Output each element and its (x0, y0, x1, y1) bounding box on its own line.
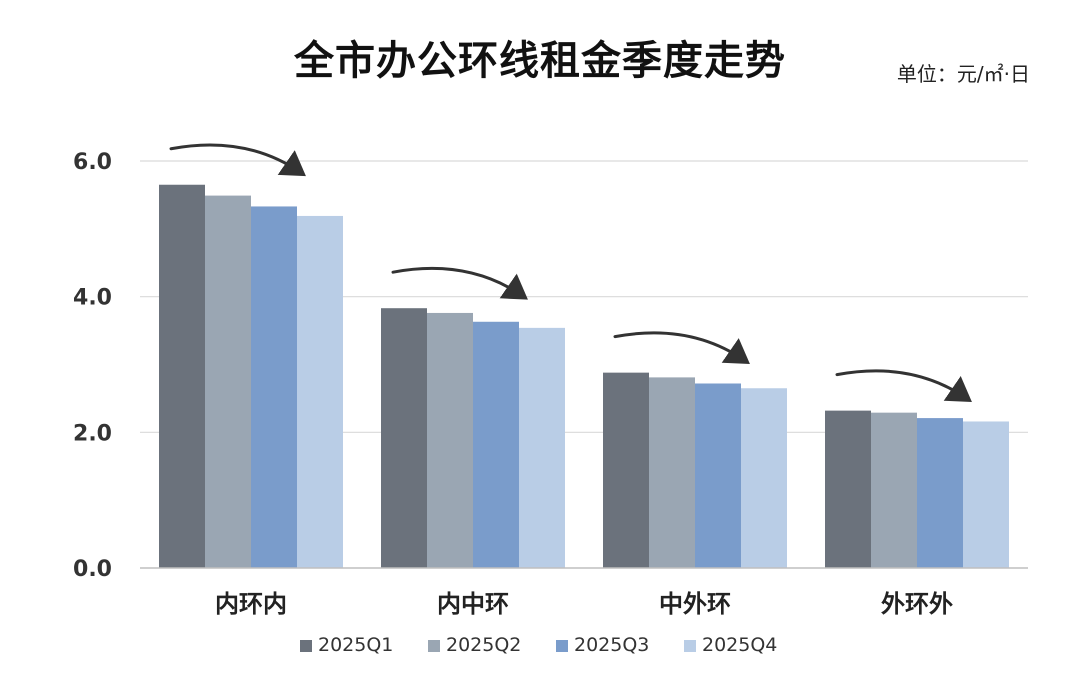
bar-2025Q3-中外环 (695, 383, 741, 568)
bar-2025Q3-外环外 (917, 418, 963, 568)
unit-label: 单位：元/㎡·日 (896, 62, 1030, 86)
bar-2025Q4-内中环 (519, 327, 565, 568)
y-tick-label: 0.0 (73, 557, 112, 582)
legend-label: 2025Q4 (702, 634, 777, 656)
trend-arrow (835, 369, 972, 403)
bar-2025Q4-外环外 (963, 421, 1009, 568)
bar-2025Q3-内环内 (251, 206, 297, 568)
legend-swatch (300, 640, 312, 652)
bar-2025Q2-内中环 (427, 312, 473, 568)
bar-2025Q1-外环外 (825, 410, 871, 568)
bar-2025Q1-内中环 (381, 308, 427, 568)
annotation-layer (169, 143, 972, 403)
bar-2025Q1-内环内 (159, 184, 205, 568)
x-tick-label: 中外环 (659, 590, 731, 618)
bar-2025Q1-中外环 (603, 372, 649, 568)
trend-arrow (391, 266, 528, 300)
trend-arrow (613, 331, 750, 365)
legend-label: 2025Q3 (574, 634, 649, 656)
legend: 2025Q1 2025Q2 2025Q3 2025Q4 (300, 634, 777, 656)
y-tick-label: 6.0 (73, 150, 112, 175)
x-tick-label: 内中环 (437, 590, 509, 618)
bar-2025Q2-外环外 (871, 412, 917, 568)
x-tick-label: 外环外 (881, 590, 953, 618)
bar-2025Q2-中外环 (649, 377, 695, 568)
bar-2025Q4-内环内 (297, 215, 343, 568)
y-tick-label: 2.0 (73, 421, 112, 446)
bar-2025Q3-内中环 (473, 321, 519, 568)
bar-2025Q4-中外环 (741, 388, 787, 568)
legend-swatch (556, 640, 568, 652)
bar-2025Q2-内环内 (205, 195, 251, 568)
legend-swatch (428, 640, 440, 652)
x-axis: 内环内 内中环 中外环 外环外 (140, 567, 1028, 618)
x-tick-label: 内环内 (215, 590, 287, 618)
trend-arrow (169, 143, 306, 177)
chart-title: 全市办公环线租金季度走势 (294, 38, 786, 84)
bar-layer (159, 184, 1009, 568)
legend-label: 2025Q2 (446, 634, 521, 656)
y-axis: 0.0 2.0 4.0 6.0 (73, 150, 112, 582)
y-tick-label: 4.0 (73, 286, 112, 311)
legend-swatch (684, 640, 696, 652)
legend-label: 2025Q1 (318, 634, 393, 656)
